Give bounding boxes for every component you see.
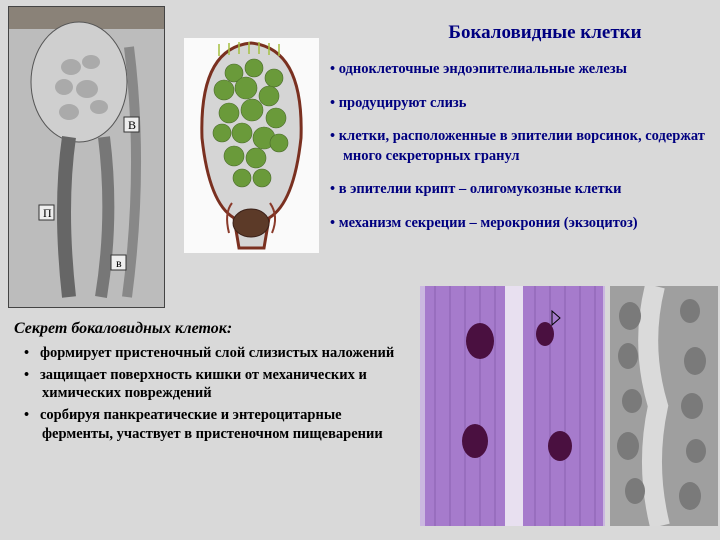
sec-bullet-1: • формирует пристеночный слой слизистых … [14,344,414,362]
slide: { "title": "Бокаловидные клетки", "top_b… [0,0,720,540]
sec-bullet-2-text: защищает поверхность кишки от механическ… [40,367,367,401]
svg-text:П: П [43,206,52,220]
bullet-3-text: клетки, расположенные в эпителии ворсино… [339,128,705,164]
bullet-1-text: одноклеточные эндоэпителиальные железы [339,61,627,77]
sec-bullet-1-text: формирует пристеночный слой слизистых на… [40,345,394,361]
histology-image [420,286,605,526]
diagram-goblet-cell [184,38,319,253]
bullet-4: • в эпителии крипт – олигомукозные клетк… [330,180,710,200]
bullet-2: • продуцируют слизь [330,94,710,114]
sec-bullet-3: • сорбируя панкреатические и энтероцитар… [14,406,414,442]
top-bullets: • одноклеточные эндоэпителиальные железы… [330,60,710,247]
title: Бокаловидные клетки [380,22,710,44]
em-image-left: В П в [8,6,165,308]
svg-text:в: в [116,256,122,270]
bullet-5-text: механизм секреции – мерокрония (экзоцито… [339,215,638,231]
bullet-4-text: в эпителии крипт – олигомукозные клетки [339,181,622,197]
bullet-2-text: продуцируют слизь [339,95,467,111]
em-image-right [610,286,718,526]
bullet-3: • клетки, расположенные в эпителии ворси… [330,127,710,166]
section-title: Секрет бокаловидных клеток: [14,320,394,338]
svg-text:В: В [128,118,136,132]
sec-bullet-2: • защищает поверхность кишки от механиче… [14,366,414,402]
bullet-5: • механизм секреции – мерокрония (экзоци… [330,214,710,234]
section-bullets: • формирует пристеночный слой слизистых … [14,344,414,447]
sec-bullet-3-text: сорбируя панкреатические и энтероцитарны… [40,407,383,441]
bullet-1: • одноклеточные эндоэпителиальные железы [330,60,710,80]
